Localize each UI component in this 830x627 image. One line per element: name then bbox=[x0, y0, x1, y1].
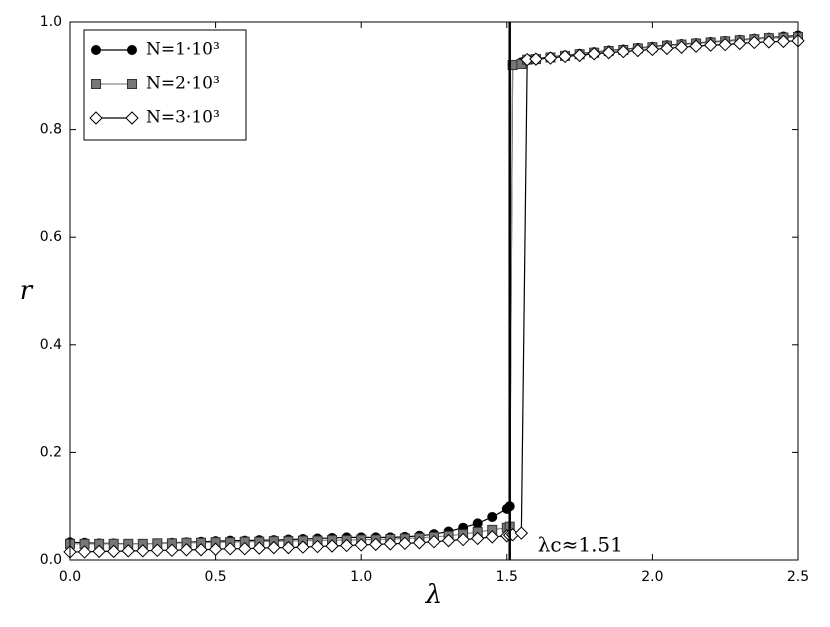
data-point bbox=[529, 52, 543, 66]
legend-marker bbox=[91, 45, 101, 55]
x-axis-label: λ bbox=[425, 580, 442, 610]
data-point bbox=[470, 531, 485, 546]
data-point bbox=[747, 35, 762, 50]
data-point bbox=[398, 536, 412, 551]
data-point bbox=[310, 539, 325, 554]
data-point bbox=[194, 543, 208, 557]
data-point bbox=[208, 542, 223, 556]
data-point bbox=[427, 535, 441, 549]
y-tick-label: 0.4 bbox=[40, 337, 62, 353]
data-point bbox=[762, 35, 776, 49]
data-point bbox=[296, 540, 310, 554]
x-tick-label: 2.5 bbox=[787, 569, 809, 585]
legend-marker bbox=[91, 79, 101, 89]
legend-box bbox=[83, 29, 247, 141]
legend-label: N=3·10³ bbox=[146, 108, 220, 128]
data-point bbox=[645, 42, 660, 57]
data-point bbox=[136, 544, 150, 558]
data-point bbox=[165, 543, 179, 558]
data-point bbox=[485, 530, 499, 544]
data-point bbox=[267, 540, 281, 555]
data-point bbox=[456, 532, 470, 547]
x-tick-label: 1.0 bbox=[350, 569, 372, 585]
legend-label: N=2·10³ bbox=[146, 74, 220, 94]
data-point bbox=[733, 36, 747, 51]
data-point bbox=[514, 526, 529, 540]
data-point bbox=[106, 544, 121, 559]
x-tick-label: 2.0 bbox=[641, 569, 663, 585]
data-point bbox=[776, 34, 791, 49]
legend-label: N=1·10³ bbox=[146, 40, 220, 60]
legend-marker bbox=[125, 111, 139, 125]
data-point bbox=[660, 41, 674, 56]
x-tick-label: 1.5 bbox=[496, 569, 518, 585]
data-point bbox=[703, 38, 718, 52]
data-point bbox=[150, 543, 165, 558]
data-point bbox=[718, 37, 732, 52]
data-point bbox=[674, 40, 689, 54]
data-point bbox=[543, 51, 558, 65]
y-tick-label: 0.6 bbox=[40, 229, 62, 245]
data-point bbox=[77, 545, 92, 559]
y-tick-label: 0.2 bbox=[40, 444, 62, 460]
data-point bbox=[412, 536, 427, 550]
plot-frame bbox=[69, 21, 799, 561]
annotation: λc≈1.51 bbox=[538, 533, 623, 557]
data-point bbox=[325, 539, 339, 553]
data-point bbox=[587, 47, 601, 61]
legend-marker bbox=[127, 79, 137, 89]
data-point bbox=[383, 537, 398, 551]
data-point bbox=[121, 544, 135, 558]
data-point bbox=[631, 43, 645, 58]
data-point bbox=[487, 511, 498, 522]
data-point bbox=[92, 544, 106, 559]
data-point bbox=[602, 45, 616, 60]
data-point bbox=[441, 533, 456, 548]
y-axis-label: r bbox=[20, 276, 34, 306]
data-point bbox=[572, 48, 587, 63]
y-tick-label: 1.0 bbox=[40, 14, 62, 30]
data-point bbox=[558, 49, 572, 64]
data-point bbox=[238, 541, 252, 556]
data-point bbox=[339, 538, 354, 553]
y-tick-label: 0.0 bbox=[40, 552, 62, 568]
data-point bbox=[616, 44, 630, 59]
data-point bbox=[369, 537, 383, 552]
data-point bbox=[252, 541, 266, 555]
data-point bbox=[472, 518, 483, 529]
x-tick-label: 0.0 bbox=[59, 569, 81, 585]
data-point bbox=[689, 39, 703, 53]
legend-marker bbox=[89, 111, 103, 125]
legend-marker bbox=[127, 45, 137, 55]
data-point bbox=[223, 541, 237, 556]
data-point bbox=[281, 540, 296, 555]
data-point bbox=[354, 538, 368, 552]
x-tick-label: 0.5 bbox=[204, 569, 226, 585]
data-point bbox=[179, 543, 194, 557]
y-tick-label: 0.8 bbox=[40, 122, 62, 138]
